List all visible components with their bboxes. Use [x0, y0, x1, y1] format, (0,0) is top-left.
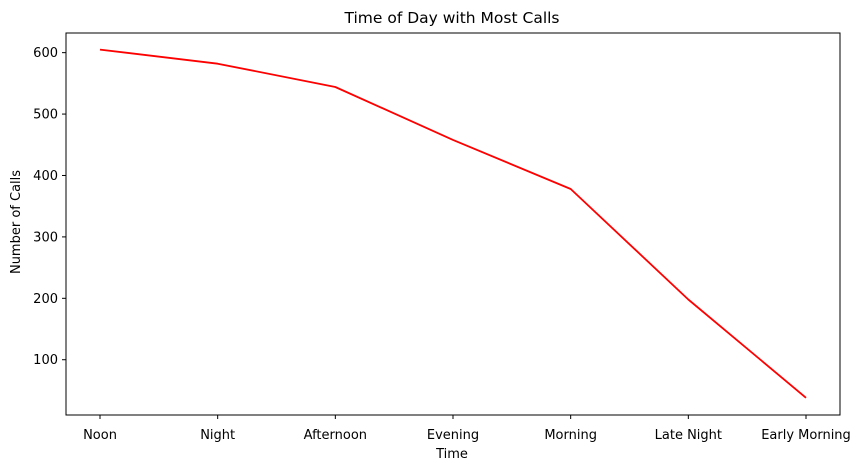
y-tick-label: 200 [33, 292, 58, 307]
plot-frame [65, 32, 841, 416]
chart-title: Time of Day with Most Calls [343, 9, 559, 27]
y-tick-label: 100 [33, 353, 58, 368]
x-tick-label: Evening [427, 428, 479, 443]
x-tick-label: Early Morning [761, 428, 851, 443]
x-tick-label: Afternoon [304, 428, 367, 443]
plot-area: 100 200 300 400 500 600 Noon Night Afternoon Even… [33, 32, 851, 443]
y-tick-label: 300 [33, 230, 58, 245]
y-axis-label: Number of Calls [9, 170, 24, 274]
x-tick-label: Noon [83, 428, 117, 443]
y-tick-label: 500 [33, 108, 58, 123]
x-tick-label: Morning [544, 428, 597, 443]
series-line [99, 48, 807, 399]
x-tick-label: Late Night [655, 428, 722, 443]
y-tick-label: 600 [33, 46, 58, 61]
y-tick-label: 400 [33, 169, 58, 184]
x-axis-label: Time [435, 447, 468, 462]
x-tick-label: Night [200, 428, 235, 443]
